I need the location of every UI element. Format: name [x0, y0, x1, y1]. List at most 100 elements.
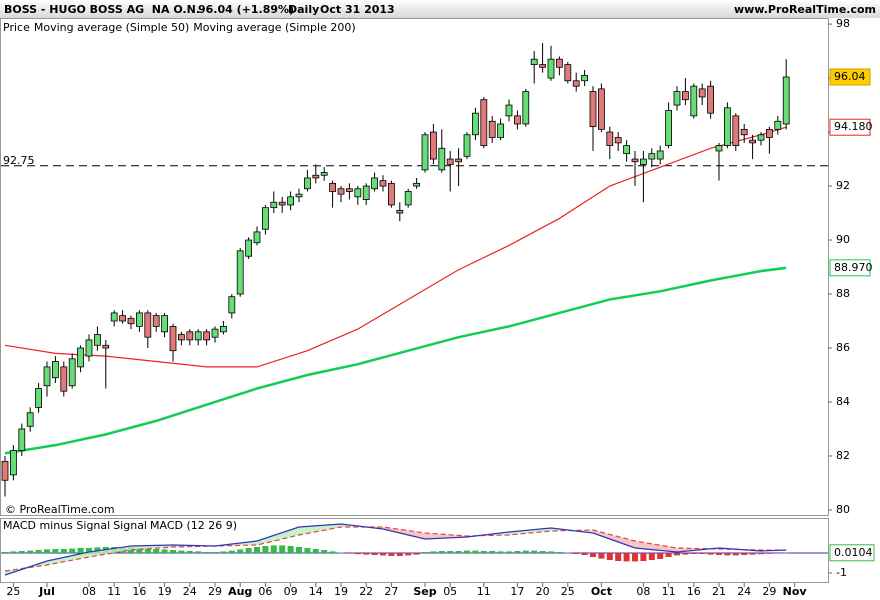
x-tick-label: 11 — [662, 585, 676, 598]
moving-average-line — [4, 126, 787, 368]
histogram-bar — [396, 553, 403, 556]
candle-body — [18, 428, 26, 451]
candle-body — [471, 112, 479, 136]
histogram-bar — [489, 551, 496, 553]
x-tick-label: 16 — [132, 585, 146, 598]
histogram-bar — [573, 553, 580, 554]
histogram-bar — [220, 551, 227, 553]
histogram-bar — [430, 551, 437, 553]
candle-body — [9, 450, 17, 476]
histogram-bar — [178, 550, 185, 553]
candle-body — [110, 312, 118, 322]
x-tick-label: 08 — [82, 585, 96, 598]
candle-body — [43, 366, 51, 387]
period: Daily — [288, 3, 319, 16]
candle-body — [438, 147, 446, 171]
candle-body — [245, 239, 253, 257]
candle-body — [665, 110, 672, 146]
histogram-bar — [699, 553, 706, 554]
reference-label: 92.75 — [3, 154, 35, 167]
candle-body — [77, 347, 84, 368]
x-tick-label: 22 — [359, 585, 373, 598]
histogram-bar — [153, 549, 160, 553]
x-tick-label: 29 — [762, 585, 776, 598]
histogram-bar — [564, 552, 571, 554]
candle-body — [463, 134, 471, 157]
candle-body — [413, 182, 421, 187]
candle-body — [455, 158, 463, 163]
candle-body — [354, 188, 362, 198]
candle-body — [404, 191, 412, 206]
candle-body — [614, 137, 622, 144]
histogram-bar — [741, 553, 748, 555]
candle-body — [203, 331, 211, 341]
macd-signal-fill — [509, 528, 551, 535]
date: Oct 31 2013 — [320, 3, 395, 16]
macd-signal-fill — [635, 541, 677, 552]
histogram-bar — [69, 548, 76, 553]
histogram-bar — [329, 551, 336, 553]
candle-body — [278, 201, 286, 206]
histogram-bar — [195, 551, 202, 553]
histogram-bar — [371, 553, 378, 555]
x-tick-label: 14 — [309, 585, 323, 598]
histogram-bar — [237, 549, 244, 553]
candle-body — [724, 107, 731, 146]
candle-body — [236, 250, 244, 295]
candle-body — [572, 80, 580, 87]
histogram-bar — [388, 553, 395, 556]
histogram-bar — [623, 553, 630, 562]
histogram-bar — [640, 553, 647, 561]
x-tick-label: 21 — [712, 585, 726, 598]
candle-body — [211, 328, 219, 338]
candle-body — [598, 88, 605, 130]
site: www.ProRealTime.com — [734, 3, 876, 16]
histogram-bar — [774, 553, 781, 554]
candle-body — [127, 317, 135, 325]
histogram-bar — [52, 549, 59, 553]
legend-entry: Moving average (Simple 200) — [193, 21, 355, 34]
macd-line — [4, 523, 787, 576]
candle-body — [623, 145, 630, 155]
histogram-bar — [606, 553, 613, 560]
y-tick-label: 82 — [836, 449, 850, 462]
candle-body — [488, 120, 496, 138]
histogram-bar — [531, 550, 538, 553]
histogram-bar — [590, 553, 596, 557]
candle-body — [522, 91, 530, 125]
histogram-bar — [682, 553, 689, 555]
histogram-bar — [296, 547, 302, 553]
y-tick-label: 84 — [836, 395, 850, 408]
candle-body — [228, 296, 236, 314]
candle-body — [480, 99, 488, 146]
candle-body — [253, 231, 261, 244]
candle-body — [312, 174, 320, 179]
histogram-bar — [758, 553, 764, 555]
macd-signal-fill — [47, 552, 89, 565]
x-tick-label: Oct — [591, 585, 612, 598]
histogram-bar — [170, 550, 176, 553]
moving-average-line — [4, 266, 787, 455]
candle-body — [396, 209, 404, 214]
histogram-bar — [556, 552, 563, 553]
y-tick-label: 98 — [836, 17, 850, 30]
candle-body — [102, 344, 110, 349]
candle-body — [337, 188, 345, 195]
x-tick-label: 11 — [477, 585, 491, 598]
x-tick-label: Jul — [38, 585, 55, 598]
x-tick-label: 29 — [208, 585, 222, 598]
histogram-bar — [480, 551, 487, 553]
candle-body — [135, 312, 143, 327]
histogram-bar — [724, 553, 731, 556]
candle-body — [379, 180, 387, 187]
x-tick-label: 11 — [107, 585, 121, 598]
histogram-bar — [598, 553, 605, 559]
histogram-bar — [472, 550, 479, 553]
candle-body — [539, 64, 546, 68]
histogram-bar — [161, 549, 168, 553]
value-box-label: 94.180 — [834, 120, 873, 133]
histogram-bar — [632, 553, 638, 562]
x-tick-label: Aug — [228, 585, 252, 598]
histogram-bar — [279, 545, 286, 553]
x-tick-label: 27 — [384, 585, 398, 598]
